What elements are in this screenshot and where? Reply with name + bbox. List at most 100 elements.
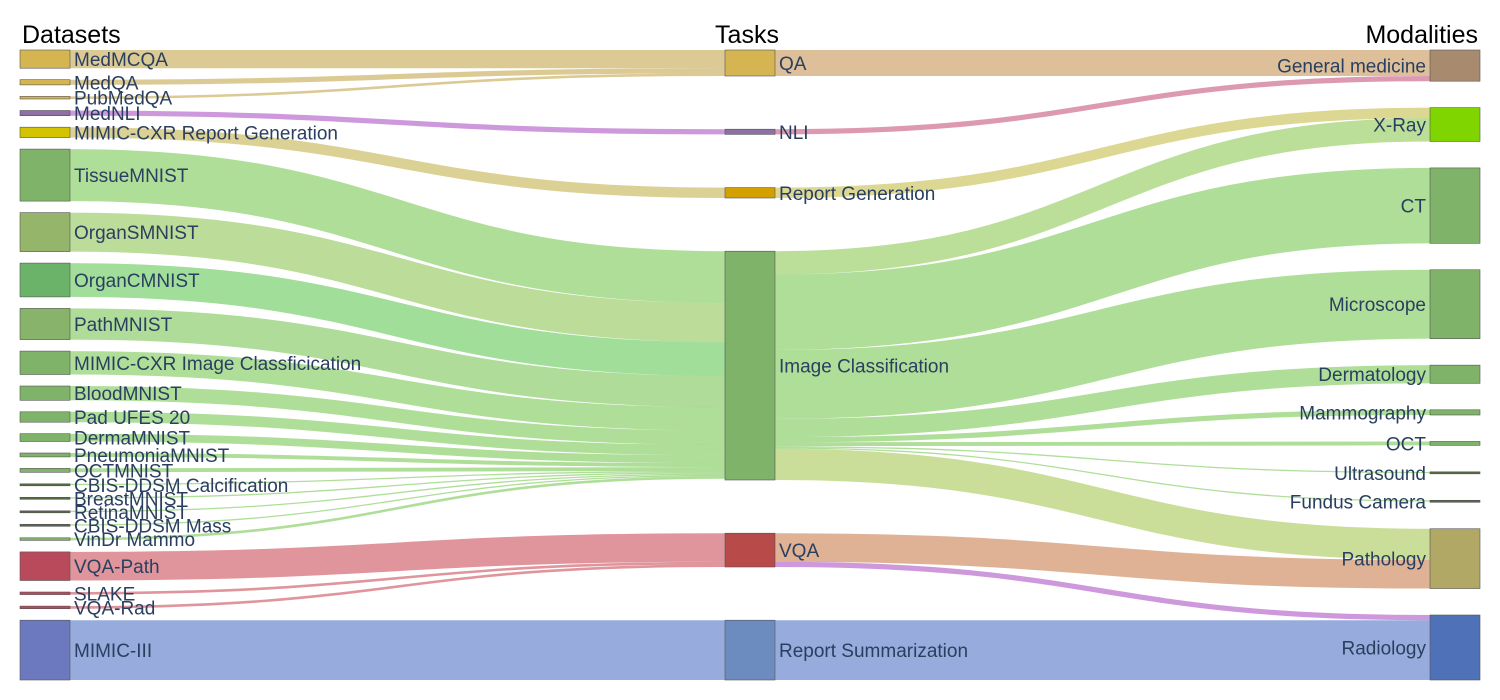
node-bloodmnist[interactable] (19, 385, 71, 401)
flow-dermamnist-to-ic (69, 433, 726, 464)
node-oct[interactable] (1429, 441, 1481, 446)
flow-slake-to-vqa (69, 561, 726, 595)
node-label-medmcqa: MedMCQA (74, 50, 168, 71)
flow-mimic-cxr-rg-to-rg (69, 127, 726, 198)
flow-organcmnist-to-ic (69, 263, 726, 376)
node-mammography[interactable] (1429, 409, 1481, 416)
node-label-vqa-path: VQA-Path (74, 557, 160, 578)
node-label-breastmnist: BreastMNIST (74, 489, 188, 510)
flow-rg-to-xray (774, 107, 1431, 198)
node-label-pubmedqa: PubMedQA (74, 89, 173, 110)
node-vqa[interactable] (724, 532, 776, 568)
flow-vqa-rad-to-vqa (69, 564, 726, 609)
node-ultrasound[interactable] (1429, 471, 1481, 475)
node-label-ct: CT (1401, 197, 1427, 218)
node-gm[interactable] (1429, 49, 1481, 82)
flow-breastmnist-to-ic (69, 472, 726, 499)
flow-vindr-to-ic (69, 476, 726, 541)
node-radiology[interactable] (1429, 614, 1481, 681)
node-label-octmnist: OCTMNIST (74, 461, 174, 482)
node-label-cbis-calc: CBIS-DDSM Calcification (74, 476, 288, 497)
flow-ic-to-oct (774, 441, 1431, 447)
node-label-mimic-iii: MIMIC-III (74, 641, 152, 662)
node-label-nli: NLI (779, 123, 809, 144)
node-retinamnist[interactable] (19, 510, 71, 514)
node-label-retinamnist: RetinaMNIST (74, 503, 188, 524)
node-label-pathology: Pathology (1341, 550, 1426, 571)
node-vindr[interactable] (19, 537, 71, 541)
flow-pneumoniamnist-to-ic (69, 453, 726, 467)
node-rg[interactable] (724, 187, 776, 199)
flow-octmnist-to-ic (69, 467, 726, 473)
flow-medqa-to-qa (69, 68, 726, 85)
flow-ic-to-microscope (774, 269, 1431, 419)
node-octmnist[interactable] (19, 468, 71, 473)
flow-retinamnist-to-ic (69, 473, 726, 513)
flow-ic-to-xray (774, 118, 1431, 275)
node-cbis-mass[interactable] (19, 523, 71, 527)
node-pubmedqa[interactable] (19, 96, 71, 100)
node-pneumoniamnist[interactable] (19, 452, 71, 458)
node-mimic-iii[interactable] (19, 619, 71, 681)
flow-tissuemnist-to-ic (69, 149, 726, 304)
node-vqa-rad[interactable] (19, 605, 71, 609)
modalities-column-title: Modalities (1365, 21, 1478, 49)
node-dermatology[interactable] (1429, 364, 1481, 384)
node-medqa[interactable] (19, 79, 71, 86)
node-label-rg: Report Generation (779, 184, 935, 205)
node-label-fundus: Fundus Camera (1290, 492, 1427, 513)
flow-vqa-path-to-vqa (69, 533, 726, 581)
node-label-ic: Image Classification (779, 357, 949, 378)
node-label-gm: General medicine (1277, 57, 1426, 78)
flow-padufes-to-ic (69, 411, 726, 456)
node-nli[interactable] (724, 128, 776, 135)
node-xray[interactable] (1429, 107, 1481, 142)
node-qa[interactable] (724, 49, 776, 77)
node-label-pathmnist: PathMNIST (74, 315, 173, 336)
node-mimic-cxr-ic[interactable] (19, 350, 71, 375)
flow-vqa-to-radiology (774, 561, 1431, 621)
node-label-cbis-mass: CBIS-DDSM Mass (74, 516, 231, 537)
node-fundus[interactable] (1429, 499, 1481, 503)
node-label-vindr: VinDr Mammo (74, 530, 195, 551)
flow-vqa-to-pathology (774, 533, 1431, 589)
flow-pathmnist-to-ic (69, 308, 726, 408)
tasks-column-title: Tasks (715, 21, 779, 49)
node-label-oct: OCT (1386, 434, 1427, 455)
node-slake[interactable] (19, 591, 71, 595)
node-label-organcmnist: OrganCMNIST (74, 271, 200, 292)
flow-links (69, 49, 1431, 681)
flow-cbis-calc-to-ic (69, 470, 726, 486)
node-label-organsmnist: OrganSMNIST (74, 223, 199, 244)
node-label-dermatology: Dermatology (1318, 365, 1426, 386)
node-rs[interactable] (724, 619, 776, 681)
flow-bloodmnist-to-ic (69, 386, 726, 445)
node-tissuemnist[interactable] (19, 148, 71, 202)
node-padufes[interactable] (19, 411, 71, 423)
node-breastmnist[interactable] (19, 496, 71, 500)
node-pathology[interactable] (1429, 528, 1481, 589)
flow-ic-to-dermatology (774, 365, 1431, 438)
node-pathmnist[interactable] (19, 308, 71, 340)
node-dermamnist[interactable] (19, 433, 71, 442)
node-organcmnist[interactable] (19, 262, 71, 298)
node-vqa-path[interactable] (19, 551, 71, 581)
flow-ic-to-fundus (774, 447, 1431, 502)
node-organsmnist[interactable] (19, 212, 71, 252)
node-mednli[interactable] (19, 110, 71, 116)
node-ic[interactable] (724, 250, 776, 481)
flow-ic-to-mammography (774, 409, 1431, 443)
node-microscope[interactable] (1429, 269, 1481, 339)
node-label-rs: Report Summarization (779, 641, 968, 662)
node-medmcqa[interactable] (19, 49, 71, 69)
node-cbis-calc[interactable] (19, 483, 71, 487)
flow-pubmedqa-to-qa (69, 73, 726, 99)
node-label-radiology: Radiology (1342, 639, 1427, 660)
node-label-xray: X-Ray (1373, 116, 1426, 137)
node-mimic-cxr-rg[interactable] (19, 126, 71, 138)
node-label-padufes: Pad UFES 20 (74, 408, 190, 429)
node-label-slake: SLAKE (74, 584, 135, 605)
datasets-column-title: Datasets (22, 21, 121, 49)
node-ct[interactable] (1429, 167, 1481, 244)
